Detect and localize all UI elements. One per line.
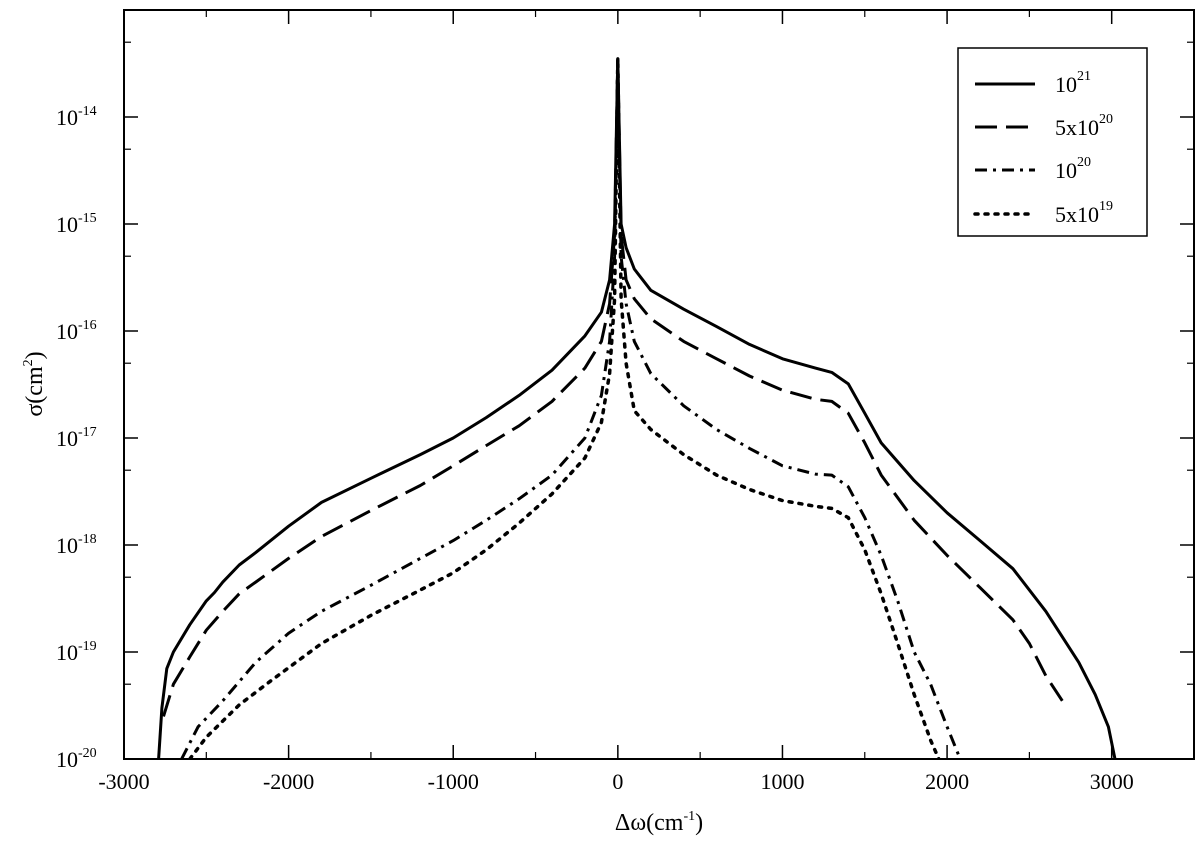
y-tick-label: 10-14: [56, 104, 97, 130]
x-tick-label: 3000: [1090, 769, 1134, 794]
y-tick-label: 10-15: [56, 211, 97, 237]
y-tick-label: 10-16: [56, 318, 97, 344]
legend: 1021 5x1020 1020 5x1019: [957, 47, 1148, 237]
legend-label-3: 5x1019: [1055, 199, 1113, 227]
legend-label-0: 1021: [1055, 69, 1091, 97]
y-tick-label: 10-18: [56, 532, 97, 558]
series-line-1: [162, 57, 1064, 717]
x-axis-label: Δω(cm-1): [615, 809, 703, 836]
legend-box: [957, 47, 1148, 237]
x-tick-label: 0: [612, 769, 623, 794]
series-line-3: [188, 57, 941, 759]
y-tick-label: 10-17: [56, 425, 97, 451]
y-tick-label: 10-20: [56, 746, 97, 772]
x-tick-label: -3000: [98, 769, 149, 794]
x-tick-label: -1000: [428, 769, 479, 794]
plot-frame: [123, 9, 1195, 760]
legend-label-1: 5x1020: [1055, 112, 1113, 140]
x-tick-label: 1000: [760, 769, 804, 794]
series-lines: [157, 57, 1117, 759]
y-axis-label: σ(cm2): [21, 351, 48, 416]
series-line-2: [180, 57, 962, 759]
x-tick-label: 2000: [925, 769, 969, 794]
legend-label-2: 1020: [1055, 155, 1091, 183]
x-axis-ticks: -3000 -2000 -1000 0 1000 2000 3000: [98, 10, 1134, 794]
x-tick-label: -2000: [263, 769, 314, 794]
y-axis-ticks: 10-20 10-19 10-18 10-17 10-16 10-15 10-14: [56, 41, 1194, 772]
y-tick-label: 10-19: [56, 639, 97, 665]
